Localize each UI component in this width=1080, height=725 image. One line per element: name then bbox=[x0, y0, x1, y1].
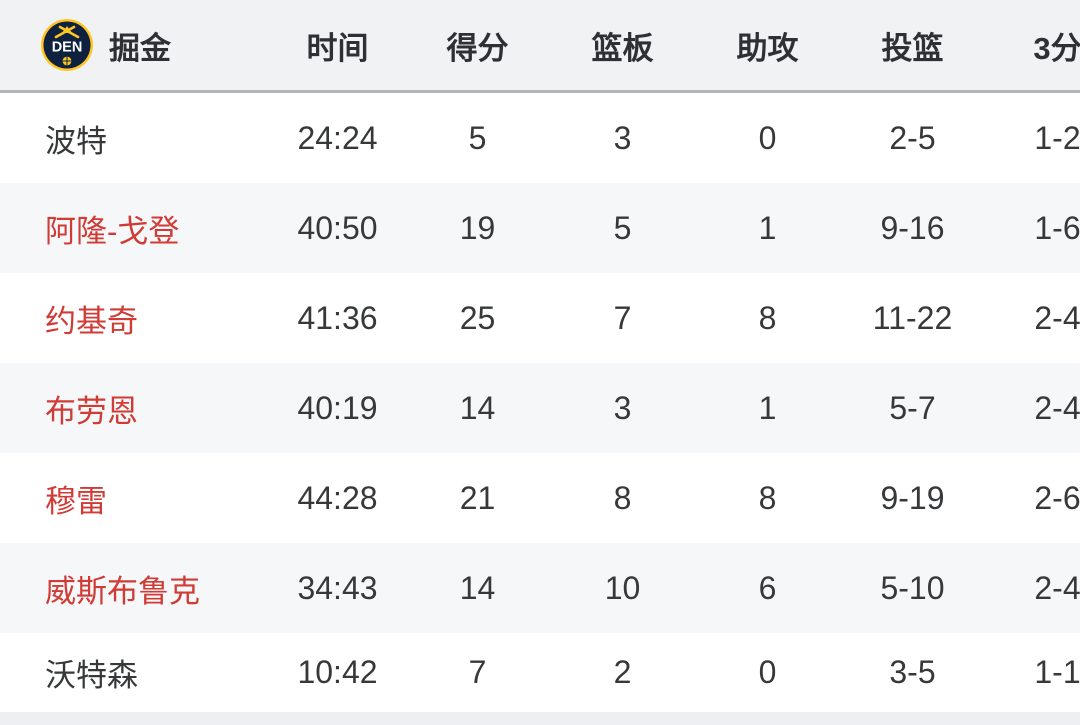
table-row-player-0[interactable]: 波特 24:24 5 3 0 2-5 1-2 bbox=[0, 93, 1080, 183]
stat-fg: 9-19 bbox=[880, 479, 945, 516]
stat-time: 34:43 bbox=[297, 569, 378, 606]
player-name[interactable]: 约基奇 bbox=[45, 303, 138, 339]
stat-fg: 2-5 bbox=[889, 119, 936, 156]
team-name-label: 掘金 bbox=[109, 30, 171, 66]
column-header-time: 时间 bbox=[306, 30, 369, 66]
team-header-cell[interactable]: DEN 掘金 bbox=[0, 18, 270, 72]
table-row-player-2[interactable]: 约基奇 41:36 25 7 8 11-22 2-4 bbox=[0, 273, 1080, 363]
stat-rebounds: 8 bbox=[613, 479, 632, 516]
column-header-rebounds: 篮板 bbox=[591, 30, 654, 66]
table-row-player-3[interactable]: 布劳恩 40:19 14 3 1 5-7 2-4 bbox=[0, 363, 1080, 453]
nuggets-team-logo-icon: DEN bbox=[41, 19, 93, 71]
player-name[interactable]: 波特 bbox=[45, 123, 107, 159]
stat-assists: 6 bbox=[758, 569, 777, 606]
stat-three: 2-4 bbox=[1034, 299, 1080, 336]
stat-fg: 5-7 bbox=[889, 389, 936, 426]
svg-text:DEN: DEN bbox=[52, 40, 83, 56]
stat-rebounds: 3 bbox=[613, 389, 632, 426]
stat-three: 1-2 bbox=[1034, 119, 1080, 156]
stat-points: 19 bbox=[459, 209, 496, 246]
stat-time: 44:28 bbox=[297, 479, 378, 516]
section-divider bbox=[0, 712, 1080, 725]
stat-assists: 8 bbox=[758, 299, 777, 336]
player-name[interactable]: 布劳恩 bbox=[45, 393, 138, 429]
stat-three: 1-1 bbox=[1034, 654, 1080, 690]
stat-assists: 1 bbox=[758, 209, 777, 246]
player-name[interactable]: 威斯布鲁克 bbox=[45, 573, 200, 609]
stat-fg: 11-22 bbox=[872, 299, 953, 336]
table-row-player-6[interactable]: 沃特森 10:42 7 2 0 3-5 1-1 bbox=[0, 633, 1080, 712]
player-name[interactable]: 阿隆-戈登 bbox=[45, 213, 180, 249]
stat-time: 40:50 bbox=[297, 209, 378, 246]
stat-points: 14 bbox=[459, 569, 496, 606]
stat-fg: 5-10 bbox=[880, 569, 945, 606]
stat-rebounds: 2 bbox=[613, 654, 632, 690]
stat-assists: 8 bbox=[758, 479, 777, 516]
stat-points: 7 bbox=[468, 654, 487, 690]
stat-three: 2-4 bbox=[1034, 569, 1080, 606]
player-name[interactable]: 穆雷 bbox=[45, 483, 107, 519]
table-row-player-4[interactable]: 穆雷 44:28 21 8 8 9-19 2-6 bbox=[0, 453, 1080, 543]
player-name[interactable]: 沃特森 bbox=[45, 658, 138, 693]
column-header-three: 3分 bbox=[1033, 30, 1080, 66]
stat-rebounds: 7 bbox=[613, 299, 632, 336]
column-header-fg: 投篮 bbox=[881, 30, 944, 66]
stat-rebounds: 5 bbox=[613, 209, 632, 246]
stat-time: 41:36 bbox=[297, 299, 378, 336]
stat-rebounds: 10 bbox=[604, 569, 641, 606]
table-header-row: DEN 掘金 时间 得分 篮板 助攻 投篮 3分 bbox=[0, 0, 1080, 93]
stat-three: 2-6 bbox=[1034, 479, 1080, 516]
stat-assists: 0 bbox=[758, 654, 777, 690]
stat-rebounds: 3 bbox=[613, 119, 632, 156]
column-header-assists: 助攻 bbox=[736, 30, 799, 66]
table-row-player-5[interactable]: 威斯布鲁克 34:43 14 10 6 5-10 2-4 bbox=[0, 543, 1080, 633]
stat-fg: 9-16 bbox=[880, 209, 945, 246]
stat-points: 14 bbox=[459, 389, 496, 426]
stat-points: 5 bbox=[468, 119, 487, 156]
stat-time: 24:24 bbox=[297, 119, 378, 156]
table-row-player-1[interactable]: 阿隆-戈登 40:50 19 5 1 9-16 1-6 bbox=[0, 183, 1080, 273]
stat-time: 10:42 bbox=[297, 654, 378, 690]
stat-assists: 0 bbox=[758, 119, 777, 156]
stat-three: 1-6 bbox=[1034, 209, 1080, 246]
stat-points: 21 bbox=[459, 479, 496, 516]
column-header-points: 得分 bbox=[446, 30, 509, 66]
stat-assists: 1 bbox=[758, 389, 777, 426]
stat-three: 2-4 bbox=[1034, 389, 1080, 426]
stat-fg: 3-5 bbox=[889, 654, 936, 690]
stat-time: 40:19 bbox=[297, 389, 378, 426]
stat-points: 25 bbox=[459, 299, 496, 336]
